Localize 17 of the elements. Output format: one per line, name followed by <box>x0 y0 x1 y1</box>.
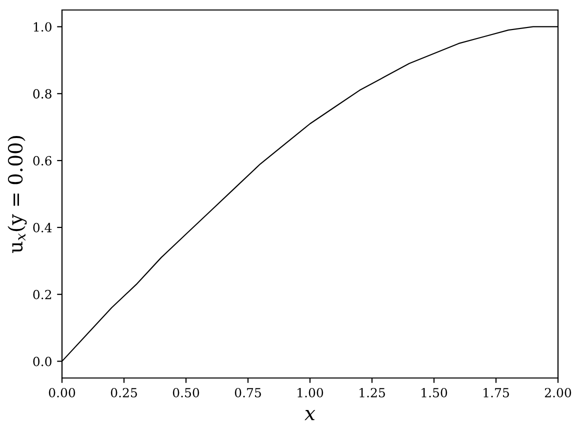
y-tick-label: 0.4 <box>33 222 52 232</box>
y-tick-label: 0.2 <box>33 290 52 300</box>
x-tick-label: 0.25 <box>110 388 137 398</box>
x-tick-label: 1.00 <box>298 388 324 398</box>
x-axis-title: x <box>304 410 316 420</box>
x-tick-label: 0.50 <box>172 388 200 398</box>
x-tick-label: 0.00 <box>48 388 76 398</box>
x-tick-label: 1.25 <box>360 388 385 398</box>
x-tick-label: 1.50 <box>422 388 448 398</box>
y-tick-label: 1.0 <box>34 22 52 32</box>
x-tick-label: 0.75 <box>234 388 261 398</box>
y-axis-title: u$_{x}$(y = 0.00) <box>8 136 27 253</box>
y-tick-label: 0.6 <box>33 156 52 166</box>
y-tick-label: 0.0 <box>33 356 52 366</box>
x-tick-label: 2.00 <box>544 388 572 398</box>
y-tick-label: 0.8 <box>33 89 52 99</box>
x-tick-label: 1.75 <box>484 388 509 398</box>
